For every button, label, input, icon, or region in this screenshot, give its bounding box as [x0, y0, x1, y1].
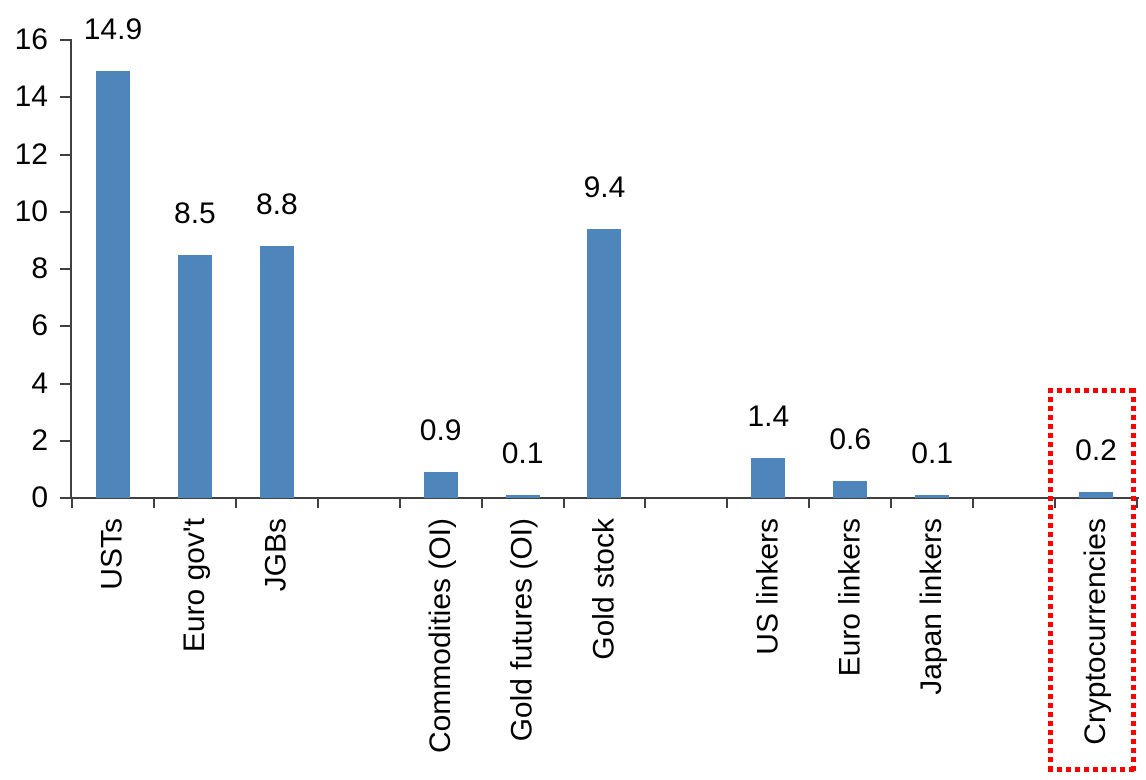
bar-jgbs [259, 246, 294, 498]
bar-value-label: 0.1 [911, 437, 954, 471]
bar-value-label: 14.9 [83, 13, 143, 47]
y-tick [60, 268, 70, 270]
x-category-label-text: Euro gov't [177, 518, 211, 653]
y-tick-label: 14 [14, 80, 48, 114]
x-category-label-text: USTs [95, 518, 129, 590]
x-tick [972, 498, 975, 508]
bar-value-label: 0.6 [829, 422, 872, 456]
bar-euro-gov-t [177, 254, 212, 498]
x-category-label-text: Gold stock [587, 518, 621, 660]
y-tick [60, 96, 70, 99]
x-tick [316, 498, 319, 508]
x-category-label-text: Japan linkers [915, 518, 949, 695]
x-tick [398, 498, 401, 508]
y-tick [60, 382, 70, 385]
y-tick-label: 12 [14, 137, 48, 171]
bar-japan-linkers [915, 495, 950, 498]
bar-gold-stock [587, 228, 622, 498]
bar-commodities-oi [423, 472, 458, 498]
bar-us-linkers [751, 457, 786, 498]
bar-value-label: 9.4 [583, 170, 626, 204]
x-category-label-text: Euro linkers [833, 518, 867, 677]
x-tick [152, 498, 155, 508]
x-tick [890, 498, 893, 508]
y-tick-label: 2 [31, 423, 48, 457]
x-tick [1135, 498, 1138, 508]
y-tick [60, 210, 70, 213]
y-tick-label: 4 [31, 366, 48, 400]
bar-value-label: 8.5 [174, 196, 216, 230]
bar-gold-futures-oi [505, 495, 540, 498]
y-tick-label: 8 [31, 252, 48, 285]
y-axis-line [70, 39, 72, 499]
bar-euro-linkers [833, 480, 868, 498]
y-tick [60, 497, 70, 499]
x-tick [644, 498, 647, 508]
x-tick [234, 498, 237, 508]
y-tick-label: 6 [31, 309, 48, 343]
bar-value-label: 8.8 [255, 188, 298, 222]
bar-cryptocurrencies [1079, 492, 1113, 498]
x-tick [726, 498, 729, 508]
x-category-label-text: US linkers [751, 518, 785, 655]
y-tick [60, 325, 70, 328]
x-tick [562, 498, 565, 508]
x-tick [480, 498, 483, 508]
bar-usts [95, 71, 130, 498]
y-tick-label: 16 [14, 23, 48, 56]
y-tick [60, 39, 70, 41]
y-tick-label: 0 [31, 481, 48, 514]
y-tick [60, 153, 70, 156]
x-category-label-text: Commodities (OI) [423, 518, 457, 754]
bar-value-label: 0.9 [419, 414, 462, 448]
bar-value-label: 1.4 [747, 399, 790, 433]
x-category-label-text: JGBs [259, 518, 293, 592]
x-tick [1054, 498, 1057, 508]
y-tick [60, 439, 70, 442]
x-axis-line [70, 497, 1139, 499]
x-tick [71, 498, 73, 508]
x-category-label-text: Cryptocurrencies [1079, 518, 1112, 745]
x-tick [808, 498, 811, 508]
bar-value-label: 0.1 [501, 437, 544, 471]
x-category-label-text: Gold futures (OI) [505, 518, 539, 742]
y-tick-label: 10 [14, 194, 48, 228]
bar-value-label: 0.2 [1075, 434, 1117, 468]
